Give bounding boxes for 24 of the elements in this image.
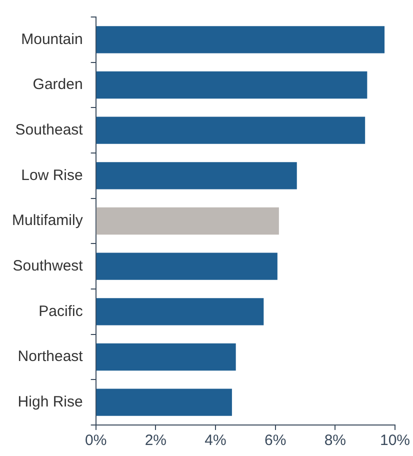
bar [96, 343, 236, 371]
y-tick-label: Northeast [18, 348, 84, 366]
y-tick-label: Southwest [12, 257, 84, 274]
bar [96, 298, 264, 326]
y-tick-label: High Rise [18, 393, 83, 410]
bar [96, 71, 368, 99]
x-tick-label: 8% [324, 432, 346, 450]
x-tick-label: 2% [144, 432, 167, 450]
bar [96, 388, 232, 416]
x-tick-label: 0% [84, 432, 107, 450]
y-tick-label: Multifamily [12, 212, 84, 230]
y-tick-label: Pacific [38, 302, 84, 320]
bar [96, 252, 278, 280]
bar [96, 116, 366, 144]
x-tick-label: 6% [264, 432, 286, 450]
bar [96, 207, 279, 235]
x-tick-label: 10% [380, 432, 410, 450]
y-tick-label: Mountain [21, 30, 83, 48]
bar [96, 162, 297, 190]
y-tick-label: Low Rise [21, 166, 83, 184]
x-tick-label: 4% [204, 432, 226, 450]
y-tick-label: Garden [32, 76, 83, 94]
y-tick-label: Southeast [15, 121, 84, 138]
bar [96, 26, 385, 54]
